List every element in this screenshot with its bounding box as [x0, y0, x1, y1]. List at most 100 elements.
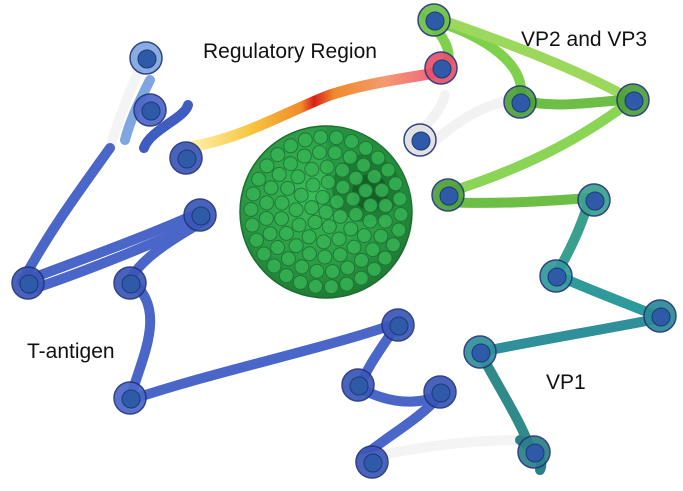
capsomere: [270, 147, 286, 163]
capsomere: [305, 177, 321, 193]
capsomere: [393, 207, 409, 222]
capsomere: [377, 250, 393, 266]
capsomere: [304, 200, 320, 216]
nucleosome: [341, 368, 375, 402]
capsomere: [354, 252, 369, 268]
nucleosome: [431, 178, 465, 212]
capsomere: [280, 180, 296, 196]
capsomere: [366, 169, 382, 184]
capsomere: [378, 198, 394, 213]
nucleosome: [424, 51, 458, 85]
capsomere: [380, 162, 396, 178]
capsomere: [312, 144, 327, 160]
capsomere: [320, 174, 336, 190]
capsomere: [391, 222, 407, 238]
label-t-antigen: T-antigen: [27, 340, 115, 363]
nucleosome: [423, 375, 457, 409]
capsomere: [353, 270, 369, 286]
capsomere: [263, 180, 279, 196]
capsomere: [288, 238, 304, 254]
capsomere: [292, 275, 308, 290]
nucleosome: [503, 85, 537, 119]
nucleosome: [133, 93, 167, 127]
capsomere: [342, 149, 358, 165]
label-vp1: VP1: [546, 371, 586, 394]
capsomere: [346, 239, 362, 255]
capsomere: [327, 145, 343, 161]
capsomere: [344, 134, 360, 149]
nucleosome: [183, 198, 217, 232]
capsomere: [385, 237, 401, 253]
capsomere: [309, 263, 325, 279]
capsomere: [332, 208, 348, 224]
capsomere: [325, 264, 340, 280]
nucleosomes: [11, 3, 677, 479]
capsomere: [244, 217, 260, 233]
capsomere: [348, 206, 364, 222]
capsomere: [296, 148, 312, 164]
capsomere: [291, 217, 307, 233]
capsomere: [332, 247, 348, 263]
capsomere: [377, 213, 393, 229]
capsomere: [274, 195, 290, 211]
capsomere: [243, 202, 259, 217]
capsomere: [278, 268, 294, 284]
nucleosome: [355, 445, 389, 479]
capsomere: [335, 162, 350, 178]
capsid: [239, 125, 413, 299]
capsomere: [266, 258, 282, 274]
capsomere: [283, 138, 299, 154]
capsid-capsomeres: [243, 129, 409, 295]
capsomere: [374, 182, 390, 198]
capsomere: [307, 214, 323, 230]
capsomere: [363, 197, 378, 213]
capsomere: [317, 249, 333, 265]
capsomere: [245, 186, 261, 202]
nucleosome: [417, 3, 451, 37]
capsomere: [308, 278, 324, 294]
capsomere: [271, 166, 287, 182]
vp1-dna: [475, 193, 667, 475]
nucleosome: [381, 308, 415, 342]
nucleosome: [403, 123, 437, 157]
capsomere: [256, 246, 272, 262]
nucleosome: [539, 259, 573, 293]
capsomere: [373, 228, 389, 244]
capsomere: [319, 159, 335, 175]
capsomere: [294, 259, 310, 275]
nucleosome: [169, 141, 203, 175]
capsomere: [331, 231, 347, 247]
capsomere: [356, 157, 372, 173]
capsomere: [348, 170, 364, 186]
capsomere: [288, 202, 304, 218]
capsomere: [278, 225, 294, 241]
capsomere: [258, 211, 274, 226]
capsomere: [283, 156, 298, 172]
capsomere: [358, 183, 374, 199]
nucleosome: [616, 83, 650, 117]
capsomere: [340, 260, 356, 276]
label-vp2-vp3: VP2 and VP3: [521, 28, 648, 51]
capsomere: [249, 232, 264, 248]
capsomere: [370, 150, 386, 166]
nucleosome: [577, 183, 611, 217]
capsomere: [329, 194, 345, 210]
capsomere: [343, 221, 359, 237]
nucleosome: [517, 435, 551, 469]
capsomere: [315, 189, 331, 205]
capsomere: [366, 261, 382, 277]
capsomere: [302, 246, 317, 262]
capsomere: [304, 161, 320, 177]
capsomere: [259, 195, 275, 211]
capsomere: [328, 130, 344, 146]
capsomere: [365, 242, 381, 258]
nucleosome: [129, 41, 163, 75]
capsomere: [297, 132, 313, 148]
capsomere: [321, 219, 337, 235]
nucleosome: [463, 335, 497, 369]
capsomere: [335, 179, 351, 195]
capsomere: [316, 234, 332, 250]
label-regulatory-region: Regulatory Region: [203, 40, 377, 63]
capsomere: [280, 251, 296, 267]
